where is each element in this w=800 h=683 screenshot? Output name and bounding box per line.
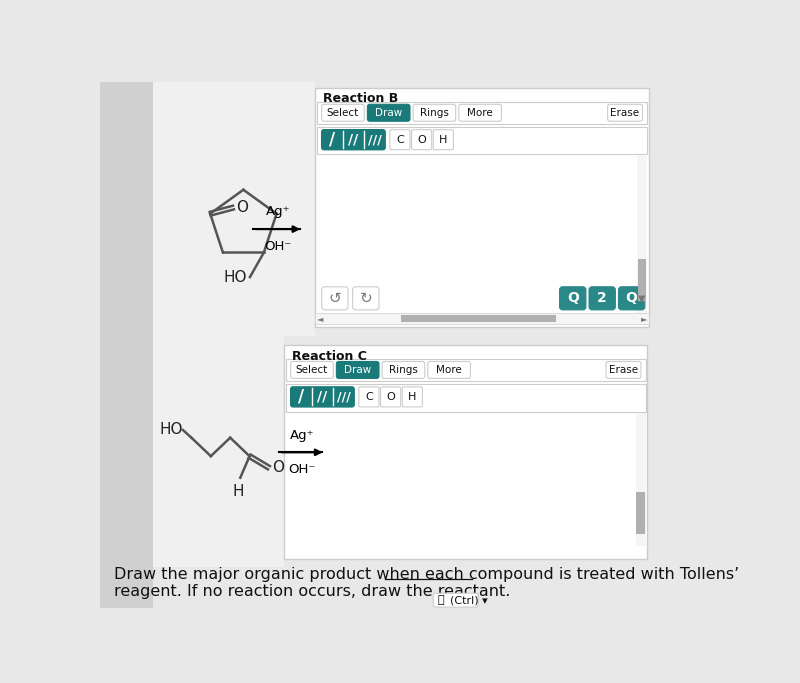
Text: ◄: ◄ (317, 314, 323, 323)
Text: Ag⁺: Ag⁺ (266, 206, 290, 219)
FancyBboxPatch shape (618, 287, 645, 310)
Text: HO: HO (159, 423, 183, 438)
Text: ▼: ▼ (638, 293, 646, 303)
FancyBboxPatch shape (322, 130, 386, 150)
Bar (285, 346, 647, 559)
Text: More: More (467, 108, 493, 117)
Text: C: C (365, 392, 373, 402)
Bar (286, 359, 646, 380)
FancyBboxPatch shape (322, 104, 364, 121)
Text: //: // (348, 133, 358, 147)
FancyBboxPatch shape (411, 130, 432, 150)
FancyBboxPatch shape (434, 594, 478, 607)
FancyBboxPatch shape (434, 130, 454, 150)
Text: /: / (330, 130, 335, 149)
FancyBboxPatch shape (606, 361, 641, 378)
Bar (638, 259, 646, 301)
Text: Reaction C: Reaction C (292, 350, 367, 363)
Text: Q: Q (567, 292, 578, 305)
Text: ↺: ↺ (329, 291, 342, 306)
FancyBboxPatch shape (359, 387, 379, 407)
Text: reagent. If no reaction occurs, draw the reactant.: reagent. If no reaction occurs, draw the… (114, 584, 510, 599)
Text: Draw: Draw (374, 108, 402, 117)
FancyBboxPatch shape (322, 287, 348, 310)
FancyBboxPatch shape (559, 287, 586, 310)
Text: //: // (318, 390, 327, 404)
Text: Draw the major organic product when each compound is treated with Tollens’: Draw the major organic product when each… (114, 568, 739, 583)
Text: H: H (439, 135, 447, 145)
FancyBboxPatch shape (353, 287, 379, 310)
FancyBboxPatch shape (382, 361, 425, 378)
Bar (153, 82, 315, 336)
FancyBboxPatch shape (336, 361, 379, 378)
Text: ///: /// (337, 391, 351, 404)
Bar (317, 102, 647, 124)
Text: O: O (418, 135, 426, 145)
Bar (100, 82, 153, 608)
Text: HO: HO (223, 270, 247, 285)
Text: Rings: Rings (389, 365, 418, 375)
Text: Rings: Rings (419, 108, 449, 117)
Text: OH⁻: OH⁻ (289, 463, 316, 476)
Text: Select: Select (295, 365, 328, 375)
Text: O: O (237, 200, 249, 215)
Text: OH⁻: OH⁻ (264, 240, 292, 253)
Bar (286, 384, 646, 412)
Text: 📋: 📋 (438, 595, 445, 605)
Bar (635, 413, 646, 546)
Text: 2: 2 (598, 292, 607, 305)
FancyBboxPatch shape (381, 387, 401, 407)
Text: Reaction B: Reaction B (323, 92, 398, 105)
FancyBboxPatch shape (428, 361, 470, 378)
Text: Draw: Draw (344, 365, 371, 375)
Bar (153, 336, 285, 567)
Text: (Ctrl) ▾: (Ctrl) ▾ (450, 595, 488, 605)
Text: ►: ► (641, 314, 647, 323)
Text: Select: Select (326, 108, 358, 117)
FancyBboxPatch shape (589, 287, 615, 310)
Bar (636, 492, 645, 534)
FancyBboxPatch shape (608, 104, 642, 121)
Bar (317, 126, 647, 154)
FancyBboxPatch shape (459, 104, 502, 121)
FancyBboxPatch shape (413, 104, 456, 121)
Text: Erase: Erase (609, 365, 638, 375)
FancyBboxPatch shape (390, 130, 410, 150)
Text: /: / (298, 388, 305, 406)
Text: More: More (436, 365, 462, 375)
Bar (315, 313, 649, 324)
Text: C: C (396, 135, 404, 145)
Text: Q: Q (626, 292, 638, 305)
FancyBboxPatch shape (290, 387, 354, 407)
FancyBboxPatch shape (290, 361, 334, 378)
Text: H: H (408, 392, 417, 402)
Bar (401, 314, 556, 322)
Bar (637, 156, 647, 313)
Text: Ag⁺: Ag⁺ (290, 428, 314, 441)
Text: ///: /// (368, 133, 382, 146)
Text: O: O (272, 460, 284, 475)
FancyBboxPatch shape (402, 387, 422, 407)
Text: O: O (386, 392, 395, 402)
Text: H: H (233, 484, 245, 499)
Text: Erase: Erase (610, 108, 639, 117)
FancyBboxPatch shape (367, 104, 410, 121)
Text: ↻: ↻ (359, 291, 372, 306)
Bar (315, 88, 649, 327)
